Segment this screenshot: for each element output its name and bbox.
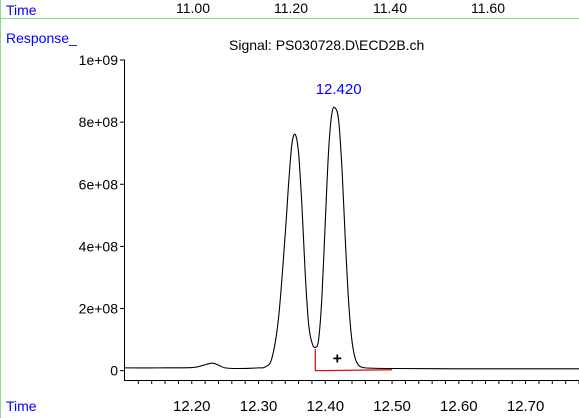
- top-time-label: Time: [6, 2, 37, 18]
- peak-label: 12.420: [316, 81, 362, 98]
- signal-title: Signal: PS030728.D\ECD2B.ch: [229, 37, 424, 53]
- top-tick-3: 11.60: [471, 0, 505, 16]
- x-tick-label: 12.70: [507, 398, 545, 415]
- x-tick-label: 12.60: [440, 398, 478, 415]
- y-tick-label: 8e+08: [79, 114, 119, 130]
- x-tick-label: 12.20: [173, 398, 211, 415]
- x-tick-label: 12.30: [240, 398, 278, 415]
- y-axis-ticks: 0 2e+08 4e+08 6e+08 8e+08 1e+09: [79, 52, 125, 379]
- response-label: Response_: [6, 30, 77, 46]
- y-tick-label: 0: [110, 363, 118, 379]
- y-tick-label: 2e+08: [79, 301, 119, 317]
- top-tick-0: 11.00: [176, 0, 210, 16]
- top-tick-2: 11.40: [373, 0, 407, 16]
- x-axis-ticks: 12.20 12.30 12.40 12.50 12.60 12.70: [137, 380, 579, 415]
- y-tick-label: 4e+08: [79, 238, 119, 254]
- peak-marker: +: [333, 350, 342, 367]
- signal-trace: [124, 106, 579, 370]
- x-tick-label: 12.40: [307, 398, 345, 415]
- x-tick-label: 12.50: [373, 398, 411, 415]
- bottom-time-label: Time: [6, 398, 37, 414]
- top-tick-1: 11.20: [274, 0, 308, 16]
- y-tick-label: 6e+08: [79, 176, 119, 192]
- integration-baseline: [314, 348, 393, 372]
- y-tick-label: 1e+09: [79, 52, 119, 68]
